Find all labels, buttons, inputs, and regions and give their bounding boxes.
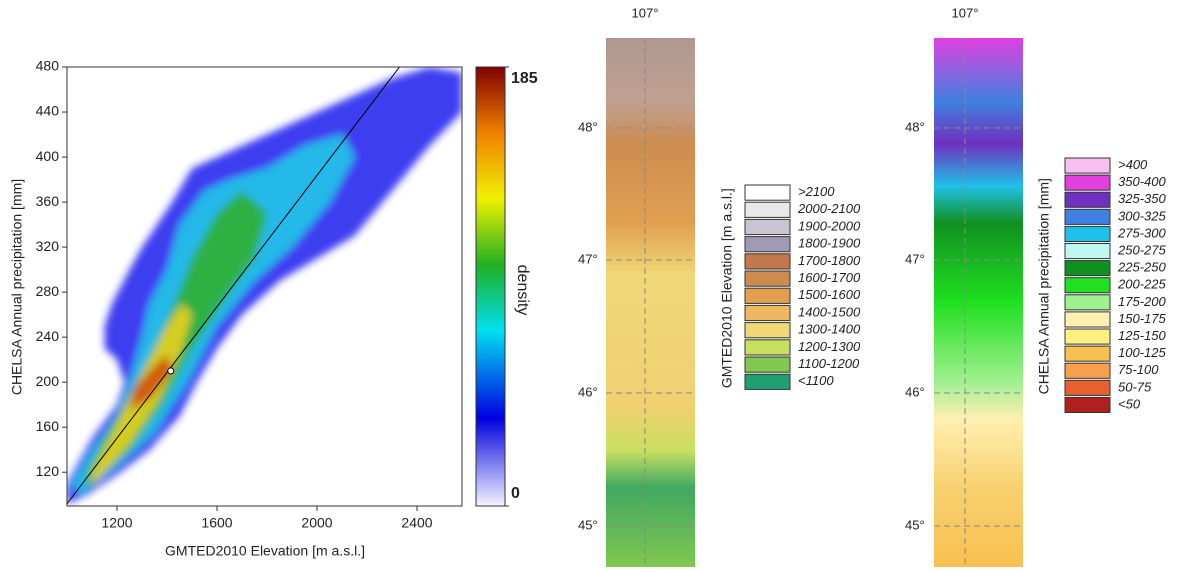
legend-label: 2000-2100 — [797, 201, 861, 216]
latitude-label: 46° — [578, 384, 598, 399]
legend-swatch — [1064, 191, 1111, 208]
latitude-label: 47° — [578, 251, 598, 266]
legend-swatch — [1064, 345, 1111, 362]
legend-swatch — [744, 373, 791, 390]
legend-label: 200-225 — [1117, 277, 1166, 292]
legend-label: 325-350 — [1118, 191, 1166, 206]
map-image — [934, 38, 1023, 567]
legend-swatch — [744, 322, 791, 339]
legend-label: 1800-1900 — [798, 236, 861, 251]
y-tick-label: 160 — [36, 418, 60, 434]
legend-label: 1400-1500 — [798, 304, 861, 319]
legend-swatch — [744, 184, 791, 201]
elevation-map: 107° 48° 47° 46° 45° GMTED2010 Elevation [m a… — [578, 5, 861, 567]
y-tick-label: 400 — [36, 148, 60, 164]
precipitation-map: 107° 48° 47° 46° 45° CHELSA Annual precipitat… — [905, 5, 1166, 567]
x-axis-label: GMTED2010 Elevation [m a.s.l.] — [165, 543, 365, 559]
legend-swatch — [1064, 277, 1111, 294]
legend-swatch — [1064, 328, 1111, 345]
density-contour — [129, 354, 172, 411]
latitude-label: 47° — [905, 251, 925, 266]
legend-label: 75-100 — [1118, 362, 1159, 377]
legend-label: 100-125 — [1118, 345, 1166, 360]
x-tick-label: 1200 — [101, 515, 132, 531]
reference-point — [167, 367, 175, 375]
longitude-label: 107° — [632, 5, 659, 20]
legend-label: 225-250 — [1117, 260, 1166, 275]
legend-label: 1700-1800 — [798, 253, 861, 268]
legend-swatch — [1064, 174, 1111, 191]
latitude-label: 48° — [905, 119, 925, 134]
y-tick-label: 240 — [36, 328, 60, 344]
legend-swatch — [744, 253, 791, 270]
x-tick-label: 1600 — [201, 515, 232, 531]
y-tick-label: 320 — [36, 238, 60, 254]
legend-label: 1600-1700 — [798, 270, 861, 285]
latitude-label: 48° — [578, 119, 598, 134]
legend-swatch — [1064, 225, 1111, 242]
legend-swatch — [744, 356, 791, 373]
colorbar-tick-label: 0 — [511, 485, 520, 502]
legend-swatch — [744, 270, 791, 287]
latitude-label: 46° — [905, 384, 925, 399]
legend-swatch — [744, 339, 791, 356]
legend-label: 1500-1600 — [798, 287, 861, 302]
legend-swatch — [1064, 260, 1111, 277]
legend-swatch — [744, 201, 791, 218]
legend-label: 50-75 — [1118, 379, 1152, 394]
legend-swatch — [1064, 243, 1111, 260]
latitude-label: 45° — [905, 517, 925, 532]
map-image — [606, 38, 695, 567]
legend-swatch — [1064, 157, 1111, 174]
y-tick-label: 480 — [36, 58, 60, 74]
legend-swatch — [1064, 311, 1111, 328]
x-tick-label: 2000 — [301, 515, 332, 531]
legend-label: >2100 — [798, 184, 835, 199]
legend-swatch — [744, 218, 791, 236]
legend-label: 250-275 — [1117, 242, 1166, 257]
legend-label: 175-200 — [1118, 294, 1166, 309]
legend-label: 350-400 — [1118, 174, 1166, 189]
colorbar-tick-label: 185 — [511, 70, 538, 87]
legend-label: 125-150 — [1118, 328, 1166, 343]
fit-line — [66, 66, 400, 505]
legend-swatch — [1064, 294, 1111, 311]
legend-swatch — [744, 304, 791, 322]
x-tick-label: 2400 — [401, 515, 432, 531]
legend-label: >400 — [1118, 157, 1148, 172]
legend-label: 275-300 — [1117, 225, 1166, 240]
y-tick-label: 200 — [36, 373, 60, 389]
legend-title: CHELSA Annual precipitation [mm] — [1036, 178, 1052, 394]
legend-swatch — [744, 236, 791, 253]
legend-label: 1200-1300 — [798, 339, 861, 354]
longitude-label: 107° — [952, 5, 979, 20]
legend-label: 300-325 — [1118, 208, 1166, 223]
legend-label: 1900-2000 — [798, 218, 861, 233]
colorbar-label: density — [514, 265, 531, 316]
y-axis-label: CHELSA Annual precipitation [mm] — [9, 179, 25, 395]
legend-swatch — [1064, 208, 1111, 225]
y-tick-label: 280 — [36, 283, 60, 299]
colorbar — [475, 66, 506, 507]
legend-label: 1300-1400 — [798, 322, 861, 337]
legend-swatch — [1064, 396, 1111, 413]
y-tick-label: 120 — [36, 463, 60, 479]
legend-label: <1100 — [798, 373, 834, 388]
y-tick-label: 440 — [36, 103, 60, 119]
legend-label: 150-175 — [1118, 311, 1166, 326]
legend-swatch — [744, 287, 791, 304]
density-plot — [66, 66, 463, 507]
legend-title: GMTED2010 Elevation [m a.s.l.] — [719, 188, 735, 388]
y-tick-label: 360 — [36, 193, 60, 209]
legend-label: <50 — [1118, 396, 1141, 411]
latitude-label: 45° — [578, 517, 598, 532]
legend-label: 1100-1200 — [798, 356, 860, 371]
legend-swatch — [1064, 379, 1111, 396]
legend-swatch — [1064, 362, 1111, 379]
